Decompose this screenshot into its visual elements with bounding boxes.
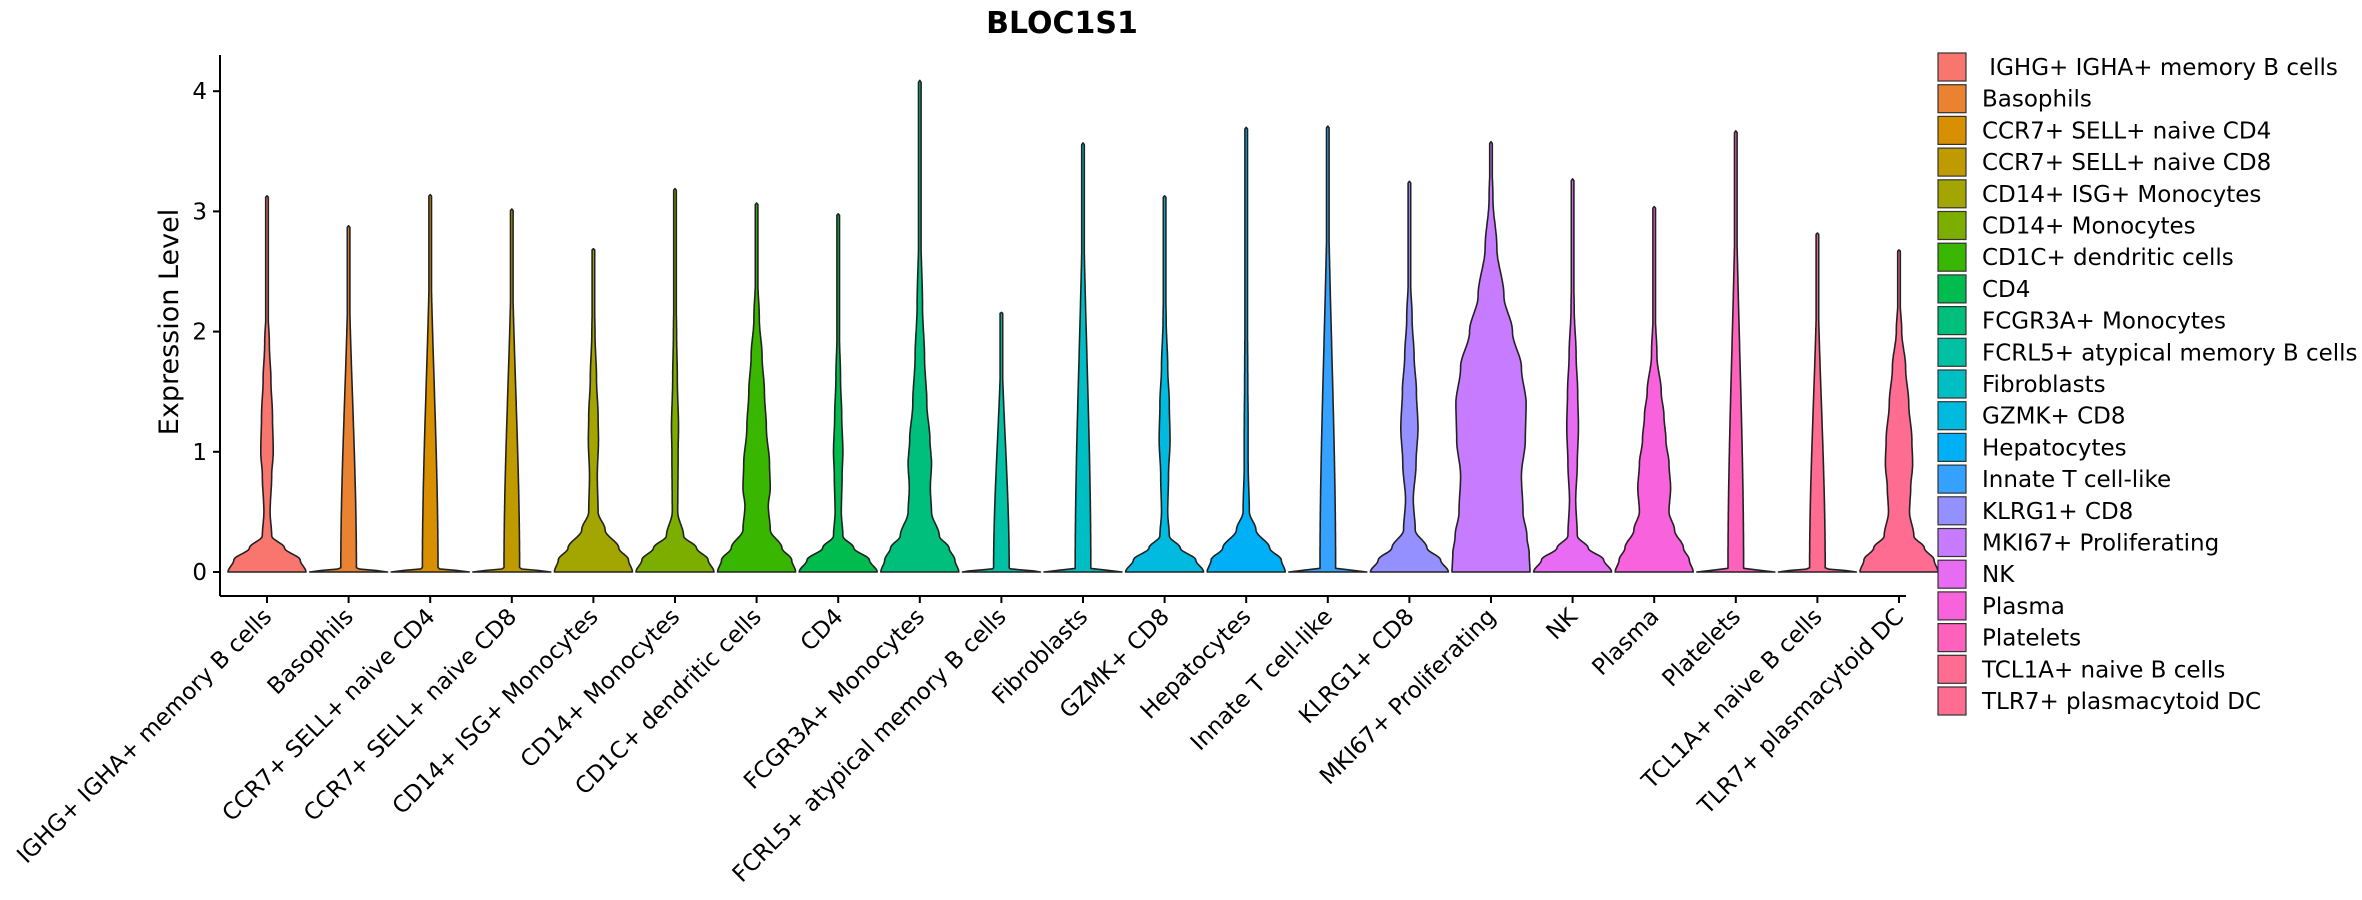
violin-14 [1369,180,1450,573]
legend-key [1937,622,1967,653]
legend-label: Fibroblasts [1982,372,2106,398]
legend-label: CCR7+ SELL+ naive CD4 [1982,118,2271,144]
legend-key [1937,559,1967,589]
violin-12 [1206,126,1286,573]
legend-key [1937,686,1967,716]
x-tick-label: IGHG+ IGHA+ memory B cells [12,604,277,869]
legend-key [1937,147,1967,177]
chart-title: BLOC1S1 [986,6,1138,41]
violin-16 [1532,178,1613,573]
violin-2 [390,193,470,573]
violin-13 [1288,125,1368,573]
legend-key [1937,52,1967,82]
violin-9 [961,311,1042,573]
legend-label: GZMK+ CD8 [1982,404,2126,430]
legend-label: CD14+ Monocytes [1982,214,2196,240]
violin-5 [635,187,715,573]
legend-label: Platelets [1982,626,2081,652]
legend-label: KLRG1+ CD8 [1982,499,2133,525]
violin-15 [1451,140,1531,573]
legend-key [1937,401,1967,431]
legend-label: Plasma [1982,594,2065,620]
violin-18 [1696,130,1776,573]
legend-label: CD4 [1982,277,2030,303]
violin-8 [880,79,960,573]
violin-20 [1859,249,1939,573]
legend-label: Hepatocytes [1982,435,2127,461]
violin-7 [798,213,878,573]
y-tick-label: 3 [192,199,207,225]
x-tick-label: NK [1542,603,1584,645]
legend-key [1937,464,1967,494]
violin-4 [553,247,634,573]
legend-label: Basophils [1982,87,2092,113]
violin-3 [472,208,552,573]
y-axis-label: Expression Level [154,209,185,435]
legend-key [1937,337,1967,367]
legend-key [1937,84,1967,114]
violin-1 [308,225,389,573]
legend-label: FCGR3A+ Monocytes [1982,309,2226,335]
y-tick-label: 4 [192,79,207,105]
x-tick-label: CD4 [796,604,849,657]
y-tick-label: 2 [192,320,207,346]
legend-label: FCRL5+ atypical memory B cells [1982,340,2358,366]
legend-key [1937,115,1967,146]
x-tick-label: CD14+ Monocytes [516,604,685,773]
x-tick-label: Plasma [1587,604,1664,681]
legend-label: NK [1982,562,2015,588]
legend-key [1937,242,1967,272]
legend-key [1937,179,1967,209]
x-tick-label: Innate T cell-like [1186,604,1338,756]
legend-key [1937,306,1967,336]
violin-0 [227,195,307,573]
violin-10 [1043,142,1123,573]
y-tick-label: 0 [192,560,207,586]
legend-key [1937,654,1967,684]
legend-key [1937,274,1967,304]
legend-key [1937,591,1967,621]
legend-key [1937,369,1967,399]
legend-label: Innate T cell-like [1982,467,2171,493]
legend-key [1937,210,1967,241]
legend-label: CD14+ ISG+ Monocytes [1982,182,2261,208]
legend-key [1937,432,1967,462]
legend-key [1937,527,1967,558]
violin-6 [716,202,797,573]
legend-label: MKI67+ Proliferating [1982,531,2219,557]
legend-label: TCL1A+ naive B cells [1981,657,2225,683]
legend-key [1937,496,1967,526]
violin-19 [1777,232,1858,573]
legend-label: IGHG+ IGHA+ memory B cells [1982,55,2338,81]
legend-label: TLR7+ plasmacytoid DC [1981,689,2261,715]
legend-label: CCR7+ SELL+ naive CD8 [1982,150,2271,176]
y-tick-label: 1 [192,440,207,466]
violin-11 [1124,195,1205,573]
legend-label: CD1C+ dendritic cells [1982,245,2234,271]
violin-17 [1614,205,1694,573]
